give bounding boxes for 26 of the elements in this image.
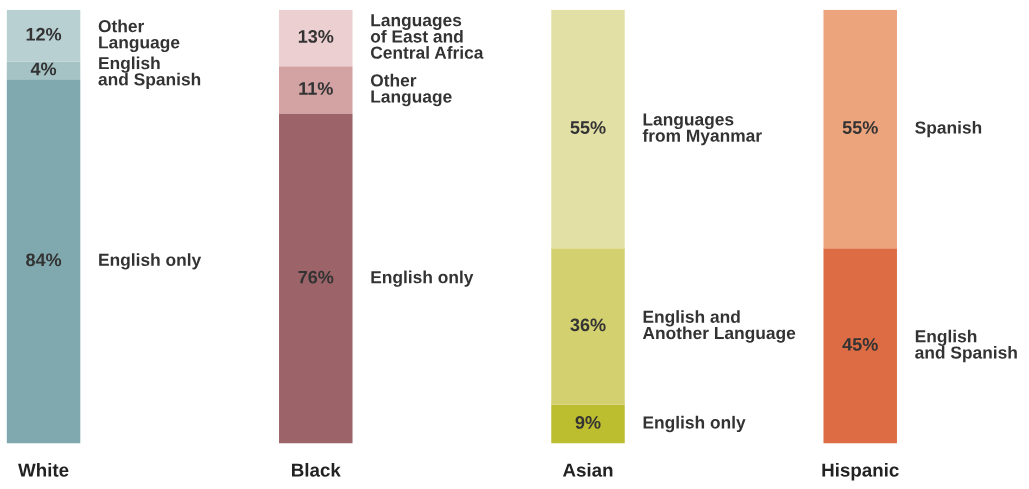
data-label: 36% bbox=[570, 318, 606, 332]
series-label: Other Language bbox=[370, 73, 452, 107]
data-label: 13% bbox=[298, 30, 334, 43]
series-label: Other Language bbox=[98, 19, 180, 53]
x-tick-label: Black bbox=[292, 462, 341, 477]
series-label: English and Another Language bbox=[642, 310, 796, 343]
data-label: 55% bbox=[842, 121, 878, 134]
data-label: 45% bbox=[842, 338, 878, 351]
data-label: 84% bbox=[26, 253, 62, 267]
x-tick-label: Asian bbox=[562, 462, 613, 477]
series-label: English only bbox=[99, 253, 202, 270]
x-tick-label: White bbox=[18, 462, 69, 477]
data-label: 9% bbox=[575, 416, 601, 429]
series-label: English and Spanish bbox=[915, 329, 1017, 363]
data-label: 55% bbox=[570, 121, 606, 134]
data-label: 76% bbox=[298, 270, 334, 284]
x-tick-label: Hispanic bbox=[822, 462, 899, 481]
series-label: Languages of East and Central Africa bbox=[370, 14, 484, 59]
data-label: 12% bbox=[26, 27, 62, 41]
series-label: English only bbox=[371, 270, 474, 287]
data-label: 11% bbox=[299, 82, 333, 95]
series-label: Languages from Myanmar bbox=[642, 113, 762, 146]
series-label: English and Spanish bbox=[98, 56, 201, 89]
series-label: Spanish bbox=[915, 120, 982, 138]
data-label: 4% bbox=[30, 62, 57, 76]
series-label: English only bbox=[643, 415, 746, 433]
